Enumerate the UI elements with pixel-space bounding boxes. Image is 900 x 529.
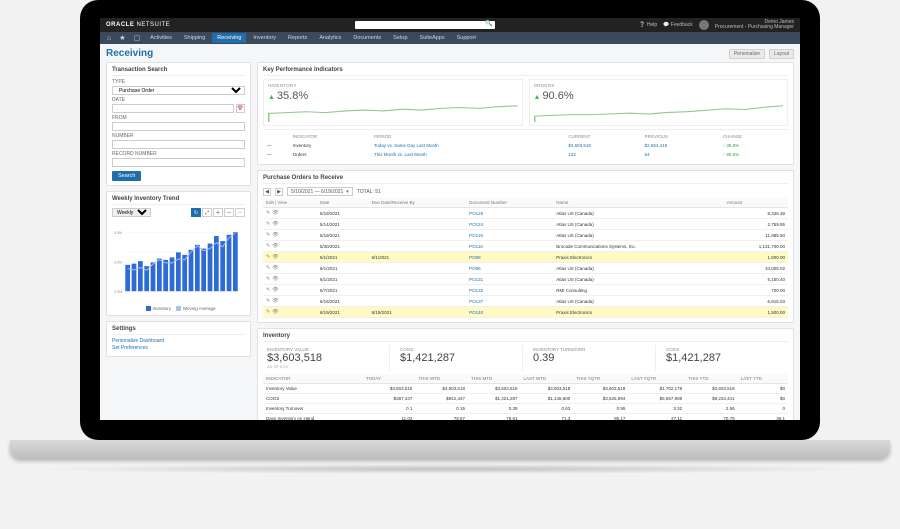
user-avatar[interactable] <box>699 20 709 30</box>
nav-item-analytics[interactable]: Analytics <box>314 33 346 43</box>
nav-item-reports[interactable]: Reports <box>283 33 312 43</box>
help-link[interactable]: ❔ Help <box>639 22 657 28</box>
po-total: TOTAL: 51 <box>357 189 381 195</box>
po-next-page[interactable]: ▶ <box>275 188 283 196</box>
user-info: Demo James Procurement - Purchasing Mana… <box>715 20 794 30</box>
inventory-stat: COGS$1,421,287 <box>662 345 788 371</box>
inventory-table: INDICATORTODAYTHIS WTDTHIS MTDLAST WTDTH… <box>263 374 788 420</box>
transaction-search-card: Transaction Search TYPE Purchase Order D… <box>106 62 251 186</box>
chart-tool-refresh-icon[interactable]: ↻ <box>191 208 201 217</box>
nav-item-suiteapps[interactable]: SuiteApps <box>415 33 450 43</box>
inventory-card: Inventory INVENTORY VALUE$3,603,518AS OF… <box>257 328 794 420</box>
personalize-dashboard-link[interactable]: Personalize Dashboard <box>112 338 245 344</box>
nav-star-icon[interactable]: ★ <box>116 34 128 42</box>
po-table: Edit | ViewDateDue Date/Receive ByDocume… <box>263 198 788 318</box>
weekly-freq-select[interactable]: Weekly <box>112 208 151 217</box>
chart-tool-expand-icon[interactable]: ⤢ <box>202 208 212 217</box>
nav-item-documents[interactable]: Documents <box>348 33 386 43</box>
kpi-card-inventory: INVENTORY 35.8% <box>263 79 523 126</box>
kpi-table: INDICATORPERIODCURRENTPREVIOUSCHANGE—Inv… <box>263 129 788 160</box>
nav-item-support[interactable]: Support <box>452 33 481 43</box>
svg-text:2.5M: 2.5M <box>114 290 122 294</box>
number-input[interactable] <box>112 140 245 149</box>
weekly-legend: Inventory Moving Average <box>112 306 245 311</box>
page-title: Receiving <box>106 48 153 59</box>
nav-dock-icon[interactable]: ▢ <box>131 34 144 42</box>
settings-card: Settings Personalize Dashboard Set Prefe… <box>106 321 251 357</box>
nav-item-inventory[interactable]: Inventory <box>248 33 281 43</box>
main-nav: ⌂ ★ ▢ ActivitiesShippingReceivingInvento… <box>100 32 800 44</box>
nav-item-setup[interactable]: Setup <box>388 33 412 43</box>
record-number-input[interactable] <box>112 158 245 167</box>
type-select[interactable]: Purchase Order <box>112 86 245 95</box>
inventory-stat: COGS$1,421,287 <box>396 345 523 371</box>
search-button[interactable]: Search <box>112 171 141 181</box>
chart-tool-minus-icon[interactable]: － <box>224 208 234 217</box>
weekly-inventory-card: Weekly Inventory Trend Weekly ↻ ⤢ ＋ － ⋯ <box>106 191 251 316</box>
set-preferences-link[interactable]: Set Preferences <box>112 345 245 351</box>
svg-text:3.5M: 3.5M <box>114 231 122 235</box>
po-daterange[interactable]: 5/10/2021 — 6/19/2021 <box>287 187 353 196</box>
nav-menu-icon[interactable]: ⌂ <box>104 35 114 42</box>
chart-tool-more-icon[interactable]: ⋯ <box>235 208 245 217</box>
feedback-link[interactable]: 💬 Feedback <box>663 22 693 28</box>
brand-logo: ORACLE NETSUITE <box>106 22 170 28</box>
chart-tool-add-icon[interactable]: ＋ <box>213 208 223 217</box>
inventory-stat: INVENTORY TURNOVER0.39 <box>529 345 656 371</box>
from-input[interactable] <box>112 122 245 131</box>
kpi-card: Key Performance Indicators INVENTORY 35.… <box>257 62 794 165</box>
layout-button[interactable]: Layout <box>769 49 794 59</box>
nav-item-receiving[interactable]: Receiving <box>212 33 246 43</box>
svg-text:3.0M: 3.0M <box>114 261 122 265</box>
kpi-card-orders: ORDERS 90.6% <box>529 79 789 126</box>
date-input[interactable] <box>112 104 234 113</box>
screen: ORACLE NETSUITE ❔ Help 💬 Feedback Demo J… <box>100 18 800 420</box>
weekly-chart: 3.5M 3.0M 2.5M <box>112 219 245 305</box>
inventory-stat: INVENTORY VALUE$3,603,518AS OF 6/19 <box>263 345 390 371</box>
po-receive-card: Purchase Orders to Receive ◀ ▶ 5/10/2021… <box>257 170 794 323</box>
po-prev-page[interactable]: ◀ <box>263 188 271 196</box>
personalize-button[interactable]: Personalize <box>729 49 765 59</box>
calendar-icon[interactable]: 📅 <box>236 104 245 113</box>
nav-item-shipping[interactable]: Shipping <box>179 33 210 43</box>
global-search-input[interactable] <box>355 21 495 29</box>
nav-item-activities[interactable]: Activities <box>145 33 177 43</box>
app-topbar: ORACLE NETSUITE ❔ Help 💬 Feedback Demo J… <box>100 18 800 32</box>
